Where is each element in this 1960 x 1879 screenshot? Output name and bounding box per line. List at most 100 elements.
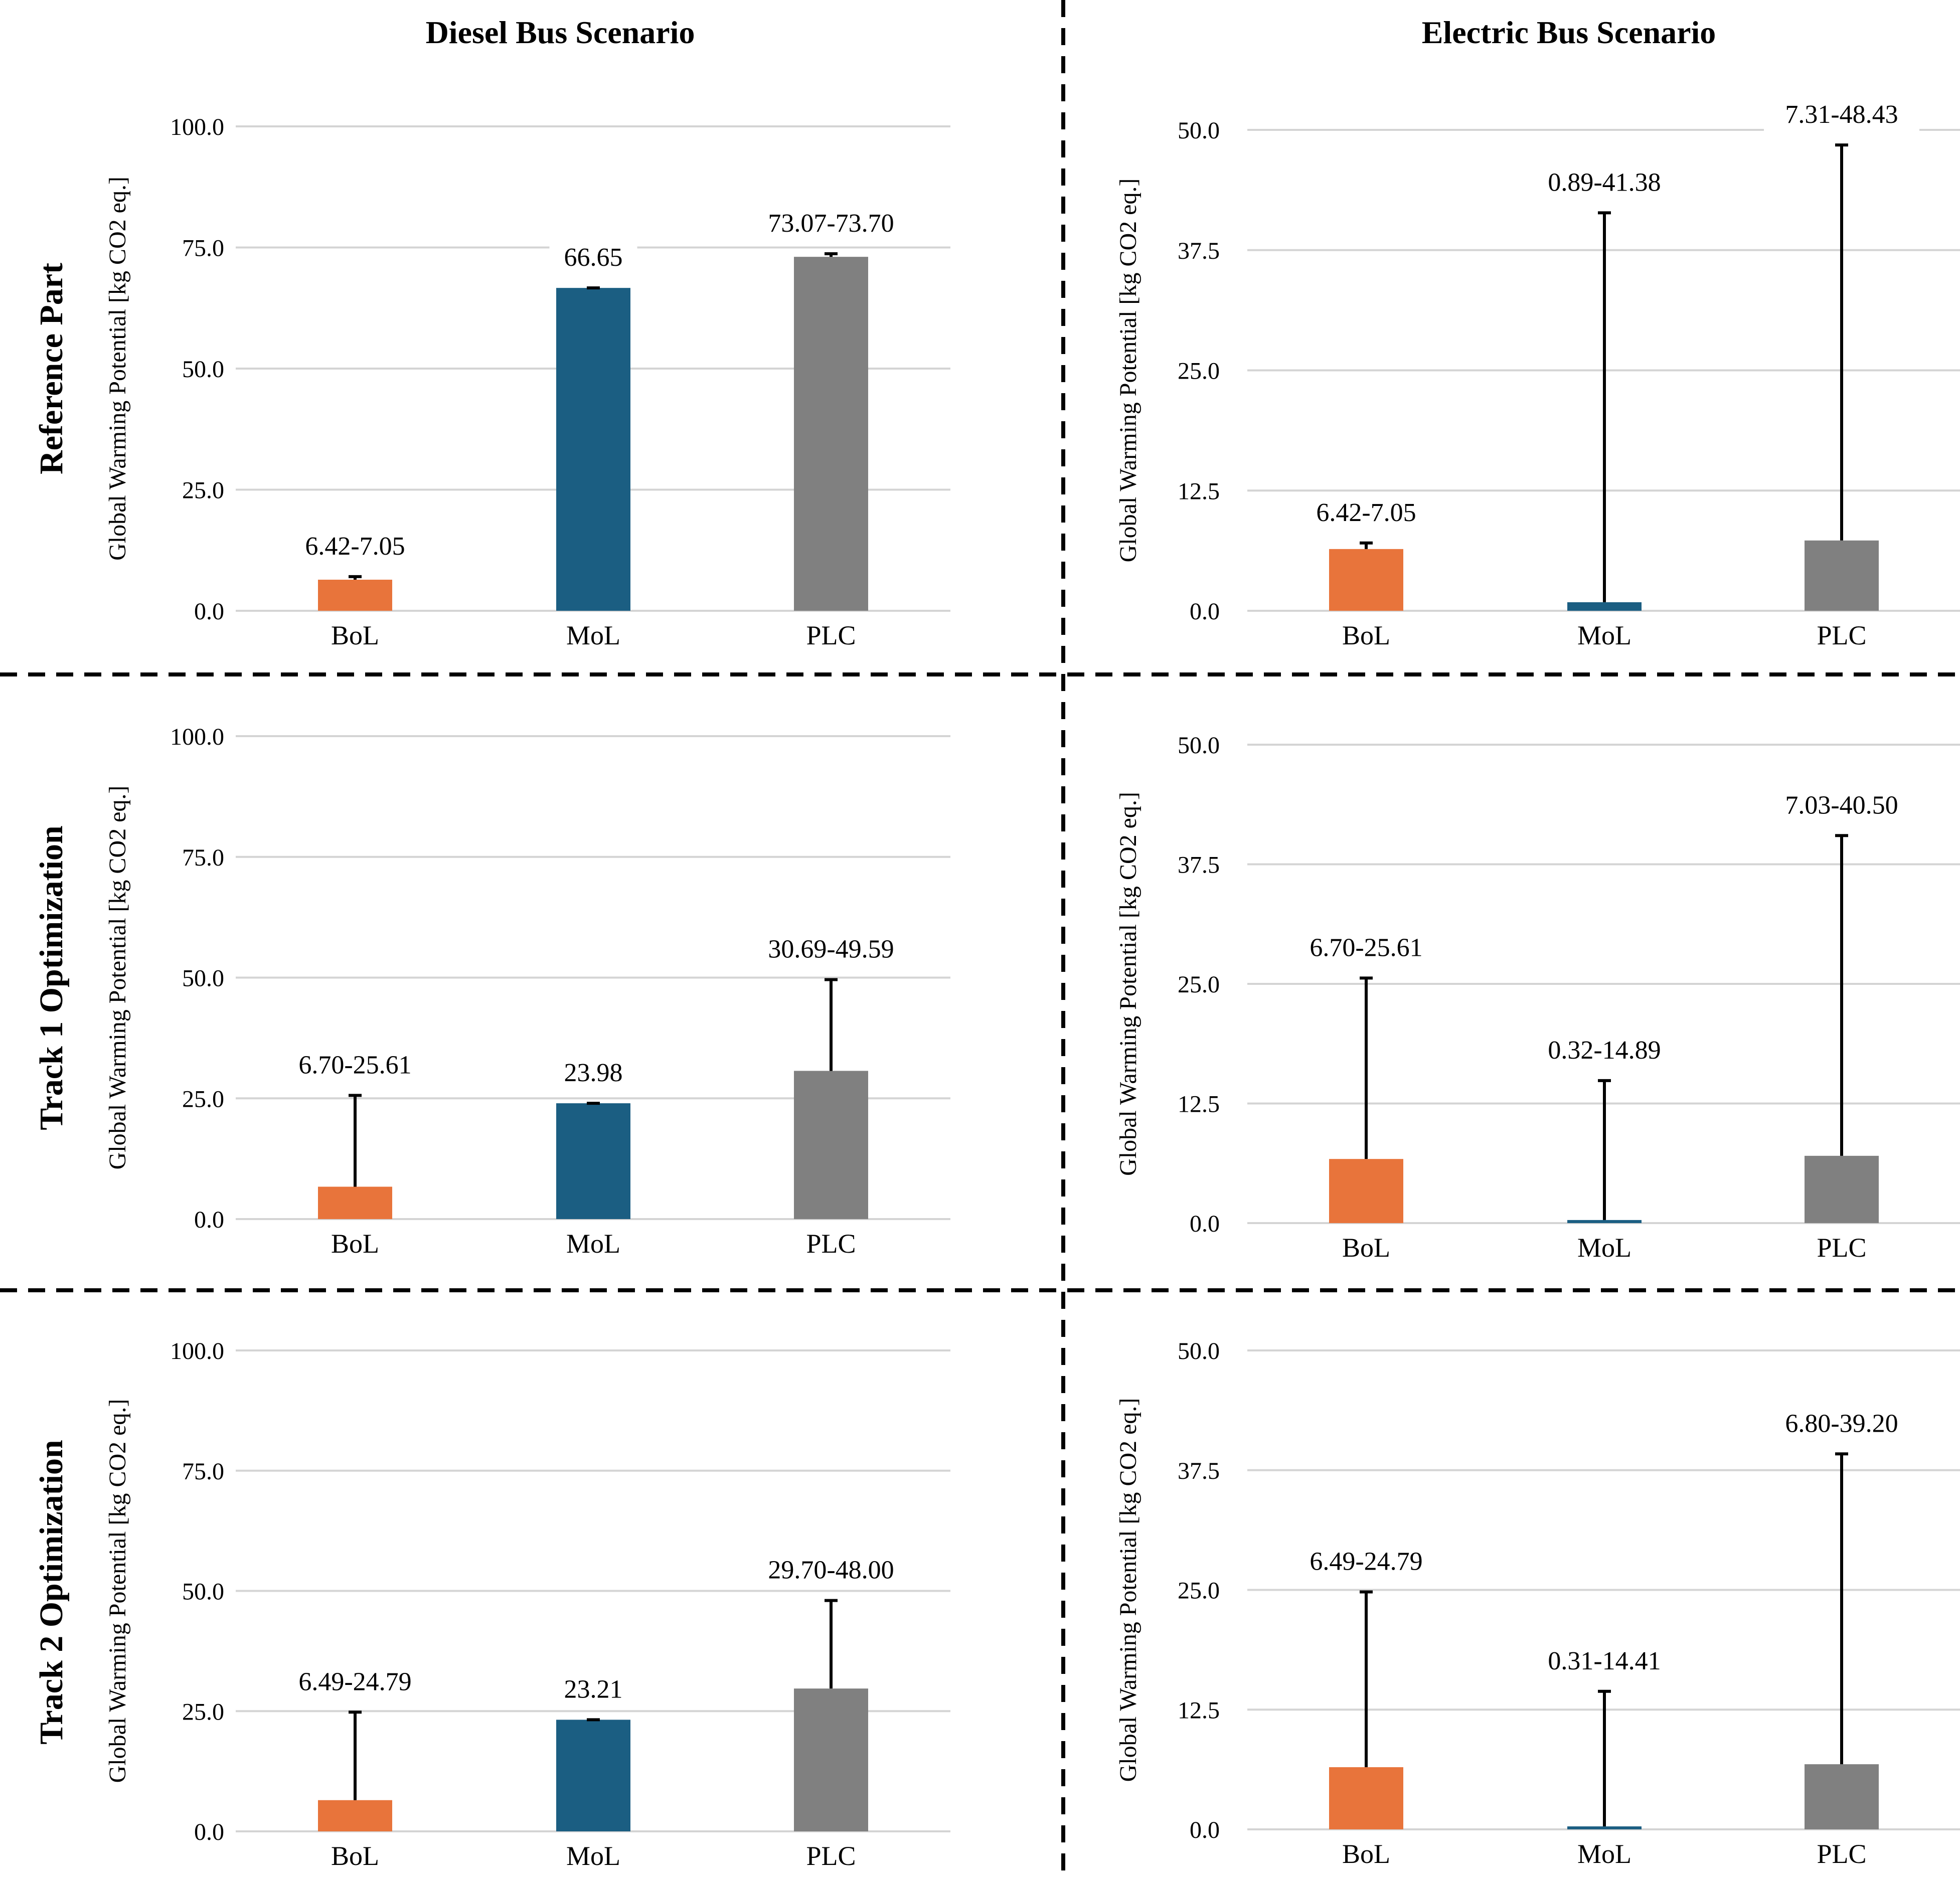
bar-bol [318, 1186, 392, 1219]
data-label-background [746, 1554, 916, 1587]
y-tick-label: 75.0 [182, 1458, 224, 1485]
bar-bol [1329, 1159, 1403, 1223]
bar-mol [556, 288, 630, 611]
x-tick-label-plc: PLC [1817, 1233, 1866, 1263]
y-tick-label: 0.0 [194, 1207, 224, 1233]
row-title-reference-part: Reference Part [33, 263, 70, 474]
y-tick-label: 25.0 [1178, 971, 1220, 998]
data-label-background [1764, 789, 1919, 822]
bar-plc [794, 257, 868, 611]
data-label: 6.70-25.61 [1310, 933, 1422, 962]
y-tick-label: 37.5 [1178, 852, 1220, 879]
x-tick-label-mol: MoL [566, 1841, 620, 1871]
y-tick-label: 25.0 [182, 477, 224, 504]
data-label: 23.98 [564, 1059, 623, 1087]
y-tick-label: 100.0 [170, 1338, 224, 1364]
y-tick-label: 25.0 [1178, 1578, 1220, 1604]
x-tick-label-mol: MoL [566, 1229, 620, 1259]
chart-panels: 0.0 25.0 50.0 75.0 100.0 Global Warming Poten… [104, 99, 1960, 1871]
data-label-background [1527, 166, 1682, 199]
bar-plc [794, 1071, 868, 1219]
x-tick-label-bol: BoL [1342, 620, 1390, 650]
y-tick-label: 50.0 [1178, 117, 1220, 144]
y-tick-label: 0.0 [194, 1819, 224, 1845]
data-label-background [1527, 1645, 1682, 1677]
y-tick-label: 0.0 [1190, 1211, 1220, 1237]
y-tick-label: 50.0 [182, 965, 224, 992]
y-tick-label: 50.0 [1178, 732, 1220, 759]
y-tick-label: 25.0 [1178, 358, 1220, 385]
row-title-track-2: Track 2 Optimization [33, 1440, 70, 1744]
data-label-background [1764, 99, 1919, 131]
bar-plc [1805, 1764, 1879, 1829]
data-label-background [549, 1673, 637, 1706]
x-tick-label-mol: MoL [566, 620, 620, 650]
y-tick-label: 37.5 [1178, 1458, 1220, 1484]
y-tick-label: 12.5 [1178, 478, 1220, 504]
bar-plc [794, 1688, 868, 1831]
data-label-background [746, 208, 916, 240]
data-label: 29.70-48.00 [768, 1556, 894, 1585]
y-axis-title: Global Warming Potential [kg CO2 eq.] [104, 177, 131, 561]
row-title-track-1: Track 1 Optimization [33, 825, 70, 1130]
x-tick-label-mol: MoL [1577, 1233, 1631, 1263]
y-tick-label: 50.0 [182, 356, 224, 383]
data-label: 30.69-49.59 [768, 935, 894, 963]
x-tick-label-bol: BoL [331, 1841, 379, 1871]
data-label: 6.70-25.61 [298, 1051, 411, 1079]
data-label-background [549, 1057, 637, 1090]
bar-bol [318, 1800, 392, 1831]
data-label: 6.42-7.05 [1316, 498, 1416, 527]
chart-panel-1: 0.0 25.0 50.0 75.0 100.0 Global Warming Poten… [104, 114, 950, 650]
data-label: 6.80-39.20 [1785, 1409, 1898, 1438]
chart-panel-2: 0.0 12.5 25.0 37.5 50.0 Global Warming Potent… [1115, 99, 1960, 650]
data-label-background [1764, 1408, 1919, 1440]
y-tick-label: 37.5 [1178, 238, 1220, 264]
x-tick-label-bol: BoL [1342, 1839, 1390, 1869]
bar-plc [1805, 540, 1879, 611]
y-axis-title: Global Warming Potential [kg CO2 eq.] [104, 786, 131, 1170]
bar-mol [1567, 1826, 1642, 1829]
data-label-background [284, 530, 426, 563]
y-tick-label: 0.0 [1190, 1817, 1220, 1843]
x-tick-label-mol: MoL [1577, 1839, 1631, 1869]
x-tick-label-bol: BoL [1342, 1233, 1390, 1263]
data-label: 0.32-14.89 [1548, 1036, 1661, 1065]
y-tick-label: 0.0 [194, 598, 224, 625]
data-label-background [1295, 496, 1437, 529]
x-tick-label-bol: BoL [331, 620, 379, 650]
bar-mol [556, 1720, 630, 1831]
data-label: 23.21 [564, 1675, 623, 1703]
x-tick-label-bol: BoL [331, 1229, 379, 1259]
bar-bol [318, 579, 392, 611]
y-tick-label: 25.0 [182, 1086, 224, 1112]
data-label-background [277, 1049, 433, 1082]
y-axis-title: Global Warming Potential [kg CO2 eq.] [104, 1399, 131, 1783]
data-label-background [549, 242, 637, 274]
bar-mol [1567, 602, 1642, 611]
y-tick-label: 50.0 [1178, 1338, 1220, 1364]
y-axis-title: Global Warming Potential [kg CO2 eq.] [1115, 179, 1141, 563]
data-label-background [277, 1666, 433, 1698]
x-tick-label-plc: PLC [1817, 1839, 1866, 1869]
y-tick-label: 50.0 [182, 1579, 224, 1605]
data-label: 7.03-40.50 [1785, 791, 1898, 819]
data-label-background [1288, 1546, 1444, 1578]
x-tick-label-mol: MoL [1577, 620, 1631, 650]
y-axis-title: Global Warming Potential [kg CO2 eq.] [1115, 792, 1141, 1176]
bar-plc [1805, 1155, 1879, 1223]
data-label: 6.42-7.05 [305, 532, 405, 561]
y-axis-title: Global Warming Potential [kg CO2 eq.] [1115, 1398, 1141, 1782]
bar-mol [556, 1103, 630, 1219]
data-label: 66.65 [564, 243, 623, 272]
x-tick-label-plc: PLC [1817, 620, 1866, 650]
data-label: 73.07-73.70 [768, 209, 894, 238]
y-tick-label: 12.5 [1178, 1091, 1220, 1118]
y-tick-label: 100.0 [170, 724, 224, 750]
data-label-background [746, 933, 916, 966]
bar-bol [1329, 549, 1403, 611]
data-label-background [1288, 932, 1444, 964]
bar-mol [1567, 1220, 1642, 1223]
y-tick-label: 75.0 [182, 235, 224, 262]
